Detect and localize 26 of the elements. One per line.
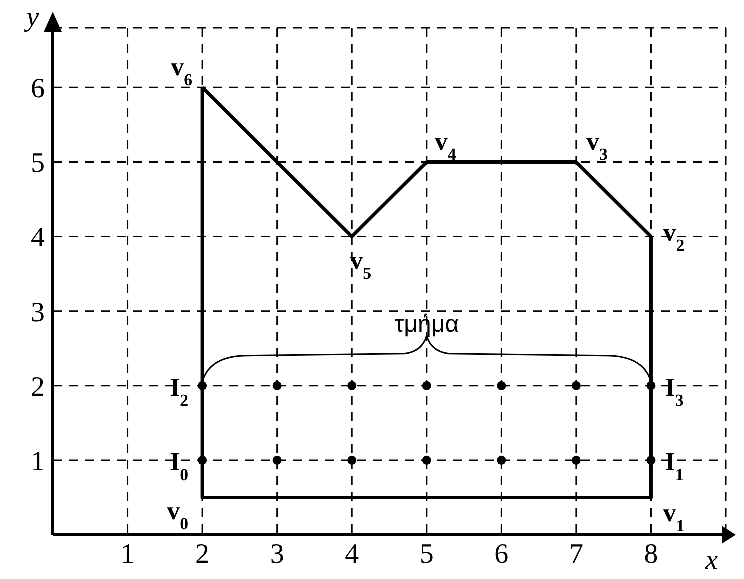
y-axis-title: y (24, 2, 40, 33)
annotation: τμήμα (394, 310, 460, 338)
annotation: I$_{2}$ (170, 372, 189, 410)
y-tick-label: 3 (31, 297, 45, 328)
x-tick-label: 1 (120, 538, 135, 570)
x-tick-label: 4 (345, 538, 360, 570)
x-tick-label: 5 (420, 538, 434, 570)
y-tick-label: 4 (31, 222, 45, 254)
y-tick-label: 1 (31, 446, 45, 478)
annotation: v$_{6}$ (171, 52, 193, 90)
annotation: v$_{1}$ (663, 498, 685, 536)
annotation: I$_{1}$ (665, 447, 684, 484)
annotation: v$_{3}$ (586, 127, 608, 164)
annotation: v$_{0}$ (167, 496, 189, 534)
x-tick-label: 2 (196, 538, 210, 570)
x-tick-label: 7 (569, 538, 584, 570)
x-tick-label: 6 (494, 538, 509, 570)
annotation: v$_{4}$ (434, 127, 457, 164)
annotation: I$_{3}$ (665, 372, 684, 410)
x-axis-title: x (704, 545, 719, 576)
y-tick-label: 5 (31, 148, 45, 180)
y-tick-label: 2 (31, 372, 45, 403)
y-tick-label: 6 (31, 74, 45, 105)
x-tick-label: 3 (270, 538, 284, 570)
annotation: I$_{0}$ (170, 447, 189, 484)
x-tick-label: 8 (644, 538, 658, 570)
